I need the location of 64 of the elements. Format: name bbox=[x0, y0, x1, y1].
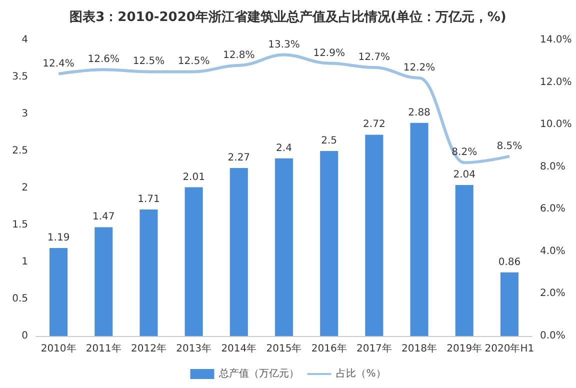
x-tick-label: 2017年 bbox=[356, 342, 392, 354]
y2-tick-label: 0.0% bbox=[540, 330, 566, 342]
y2-tick-label: 8.0% bbox=[540, 161, 566, 172]
x-tick-label: 2019年 bbox=[446, 342, 482, 354]
data-label: 1.19 bbox=[47, 232, 70, 244]
y2-tick-label: 12.0% bbox=[540, 76, 572, 88]
data-label: 2.01 bbox=[182, 172, 205, 183]
y2-tick-label: 2.0% bbox=[540, 288, 566, 300]
y2-tick-label: 14.0% bbox=[540, 34, 572, 46]
bar bbox=[184, 187, 203, 336]
y-tick-label: 2 bbox=[22, 182, 28, 194]
data-label: 2.4 bbox=[276, 142, 292, 154]
y-tick-label: 3.5 bbox=[12, 72, 28, 82]
bar bbox=[230, 168, 248, 336]
data-label: 0.86 bbox=[498, 256, 521, 268]
bar bbox=[455, 185, 474, 336]
y-tick-label: 3 bbox=[22, 108, 28, 120]
x-tick-label: 2013年 bbox=[176, 342, 212, 354]
y-tick-label: 0 bbox=[22, 330, 28, 342]
y-tick-label: 2.5 bbox=[12, 146, 28, 156]
x-tick-label: 2010年 bbox=[40, 342, 76, 354]
data-label: 13.3% bbox=[268, 39, 300, 50]
y2-tick-label: 6.0% bbox=[540, 204, 566, 215]
data-label: 1.47 bbox=[92, 212, 115, 223]
data-label: 8.2% bbox=[452, 147, 478, 158]
bar bbox=[94, 227, 113, 336]
data-label: 12.9% bbox=[313, 48, 345, 59]
y-tick-label: 4 bbox=[22, 34, 28, 46]
bar bbox=[274, 158, 294, 336]
x-tick-label: 2020年H1 bbox=[484, 342, 534, 354]
y2-tick-label: 10.0% bbox=[540, 119, 572, 130]
y2-tick-label: 4.0% bbox=[540, 246, 566, 257]
legend-label: 总产值（万亿元） bbox=[218, 368, 300, 380]
data-label: 2.27 bbox=[228, 152, 250, 164]
x-tick-label: 2012年 bbox=[131, 342, 166, 354]
legend-label: 占比（%） bbox=[336, 368, 386, 380]
x-tick-label: 2011年 bbox=[86, 342, 122, 354]
bar bbox=[50, 248, 68, 336]
data-label: 2.88 bbox=[408, 107, 430, 118]
data-label: 1.71 bbox=[138, 194, 160, 205]
data-label: 12.7% bbox=[358, 52, 390, 63]
data-label: 12.8% bbox=[223, 50, 255, 61]
data-label: 2.04 bbox=[453, 170, 476, 181]
x-tick-label: 2014年 bbox=[221, 342, 257, 354]
data-label: 12.4% bbox=[42, 58, 74, 70]
bar bbox=[365, 134, 384, 336]
x-tick-label: 2016年 bbox=[311, 342, 347, 354]
y-tick-label: 0.5 bbox=[12, 294, 28, 304]
bar bbox=[140, 209, 158, 336]
x-tick-label: 2018年 bbox=[402, 342, 437, 354]
bar bbox=[500, 272, 518, 336]
data-label: 2.5 bbox=[321, 136, 338, 146]
bar bbox=[410, 122, 428, 336]
x-tick-label: 2015年 bbox=[266, 342, 302, 354]
data-label: 12.5% bbox=[132, 56, 165, 68]
data-label: 12.2% bbox=[403, 62, 436, 74]
data-label: 12.6% bbox=[88, 54, 120, 66]
chart-title: 图表3：2010-2020年浙江省建筑业总产值及占比情况(单位：万亿元，%) bbox=[70, 9, 506, 25]
data-label: 8.5% bbox=[496, 140, 522, 152]
data-label: 2.72 bbox=[363, 119, 386, 130]
y-tick-label: 1.5 bbox=[12, 220, 28, 230]
y-tick-label: 1 bbox=[22, 256, 28, 268]
bar bbox=[320, 151, 338, 336]
data-label: 12.5% bbox=[178, 56, 210, 68]
